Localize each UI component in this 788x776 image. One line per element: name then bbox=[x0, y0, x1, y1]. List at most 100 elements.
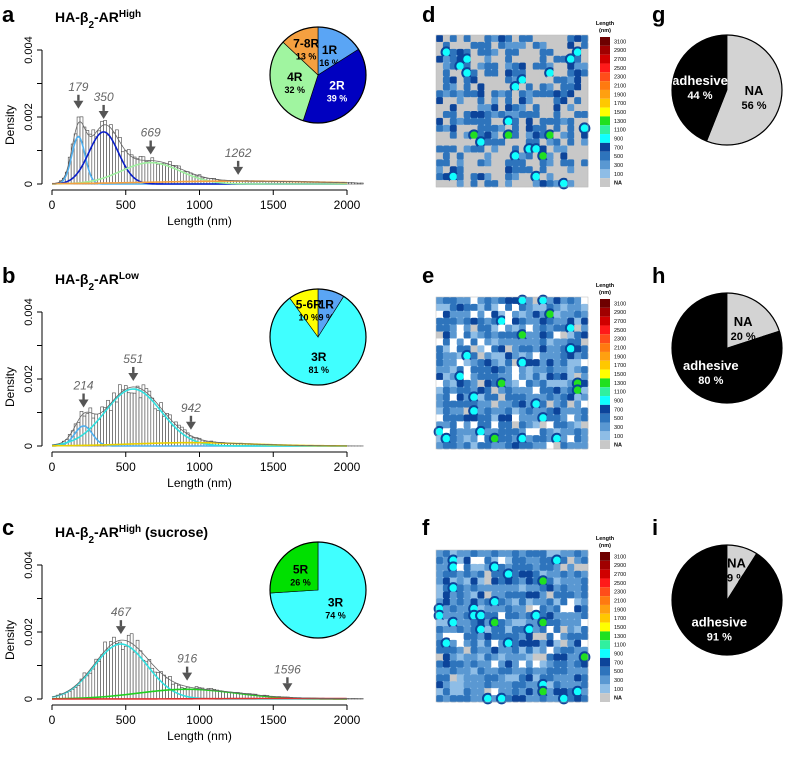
heatmap-cell bbox=[518, 83, 527, 91]
heatmap-cell bbox=[574, 632, 582, 641]
heatmap-cell bbox=[546, 598, 554, 606]
heatmap-cell bbox=[581, 338, 589, 346]
heatmap-cell bbox=[518, 674, 527, 682]
heatmap-cell bbox=[532, 359, 540, 367]
heatmap-cell bbox=[449, 626, 458, 634]
heatmap-cell bbox=[505, 619, 513, 627]
histogram-bar bbox=[357, 182, 361, 185]
heatmap-cell bbox=[449, 117, 458, 126]
histogram-bar bbox=[153, 408, 158, 447]
heatmap-cell bbox=[539, 435, 547, 443]
heatmap-cell bbox=[567, 138, 575, 146]
heatmap-cell bbox=[560, 414, 568, 422]
heatmap-cell bbox=[567, 660, 575, 668]
heatmap-cell bbox=[484, 83, 492, 91]
heatmap-cell bbox=[574, 41, 582, 50]
heatmap-cell bbox=[553, 639, 561, 648]
heatmap-cell bbox=[463, 138, 471, 146]
heatmap-cell bbox=[525, 76, 534, 84]
heatmap-cell bbox=[553, 653, 561, 661]
heatmap-frame bbox=[435, 34, 589, 188]
heatmap-cell bbox=[442, 62, 451, 70]
heatmap-cell bbox=[463, 90, 471, 98]
heatmap-cell bbox=[539, 366, 547, 374]
heatmap-cell bbox=[470, 97, 478, 105]
heatmap-cell bbox=[518, 591, 527, 599]
heatmap-cell bbox=[505, 584, 513, 592]
heatmap-cell bbox=[498, 90, 506, 98]
heatmap-cell bbox=[539, 646, 547, 654]
y-tick-label: 0.002 bbox=[23, 103, 35, 131]
heatmap-cell bbox=[574, 577, 582, 585]
title-part: HA-β bbox=[55, 524, 89, 540]
heatmap-cell bbox=[491, 674, 499, 682]
heatmap-cell bbox=[518, 639, 527, 648]
heatmap-cell bbox=[532, 48, 540, 57]
heatmap-cell bbox=[512, 442, 520, 450]
heatmap-cell bbox=[546, 145, 554, 153]
heatmap-cell bbox=[532, 556, 540, 565]
heatmap-cell bbox=[456, 310, 464, 319]
heatmap-cell bbox=[567, 366, 575, 374]
heatmap-cell bbox=[546, 317, 554, 325]
heatmap-cell bbox=[436, 660, 444, 668]
heatmap-cell bbox=[436, 55, 444, 63]
legend-label: 300 bbox=[614, 163, 623, 169]
heatmap-cell bbox=[532, 674, 540, 682]
heatmap-cell bbox=[553, 83, 561, 91]
heatmap-cell bbox=[470, 352, 478, 360]
legend-label: NA bbox=[614, 181, 622, 187]
heatmap-cell bbox=[436, 681, 444, 689]
heatmap-cell bbox=[463, 653, 471, 661]
heatmap-cell bbox=[546, 695, 554, 703]
heatmap-cell bbox=[463, 159, 471, 167]
heatmap-cell bbox=[491, 393, 499, 401]
heatmap-cell bbox=[512, 570, 520, 578]
heatmap-cell bbox=[470, 653, 478, 661]
heatmap-cell bbox=[470, 435, 478, 443]
heatmap-cell bbox=[567, 90, 575, 98]
heatmap-cell bbox=[567, 550, 575, 558]
legend-label: 1300 bbox=[614, 119, 626, 125]
heatmap-cell bbox=[484, 379, 492, 388]
heatmap-cell bbox=[567, 97, 575, 105]
title-part: High bbox=[119, 524, 141, 535]
heatmap-cell bbox=[567, 111, 575, 119]
heatmap-cell bbox=[525, 90, 534, 98]
heatmap-cell bbox=[546, 373, 554, 381]
heatmap-cell bbox=[477, 591, 485, 599]
heatmap-cell bbox=[484, 373, 492, 381]
heatmap-cell bbox=[567, 104, 575, 112]
heatmap-cell bbox=[491, 62, 499, 70]
heatmap-cell bbox=[546, 345, 554, 353]
heatmap-cell bbox=[574, 660, 582, 668]
heatmap-cell bbox=[512, 303, 520, 312]
heatmap-cell bbox=[491, 166, 499, 174]
heatmap-cell bbox=[484, 639, 492, 648]
heatmap-cell bbox=[553, 674, 561, 682]
histogram-bar bbox=[150, 157, 155, 185]
heatmap-cell bbox=[574, 131, 582, 139]
heatmap-cell bbox=[470, 173, 478, 181]
heatmap-cell bbox=[456, 173, 464, 181]
heatmap-cell bbox=[567, 76, 575, 84]
legend-swatch bbox=[600, 631, 610, 641]
legend-title: Length bbox=[596, 283, 615, 289]
legend-label: NA bbox=[614, 443, 622, 449]
heatmap-cell bbox=[449, 393, 458, 401]
heatmap-hotspot bbox=[516, 74, 529, 86]
heatmap-hotspot bbox=[454, 370, 467, 383]
heatmap-cell bbox=[436, 35, 444, 43]
heatmap-cell bbox=[436, 386, 444, 395]
heatmap-cell bbox=[532, 695, 540, 703]
heatmap-cell bbox=[436, 393, 444, 401]
arrow-icon-stem bbox=[149, 140, 152, 147]
heatmap-cell bbox=[470, 90, 478, 98]
heatmap-cell bbox=[484, 303, 492, 312]
arrow-icon bbox=[115, 626, 126, 635]
heatmap-cell bbox=[567, 584, 575, 592]
heatmap-hotspot bbox=[447, 170, 460, 183]
heatmap-cell bbox=[518, 366, 527, 374]
heatmap-cell bbox=[539, 373, 547, 381]
heatmap-cell bbox=[553, 124, 561, 133]
